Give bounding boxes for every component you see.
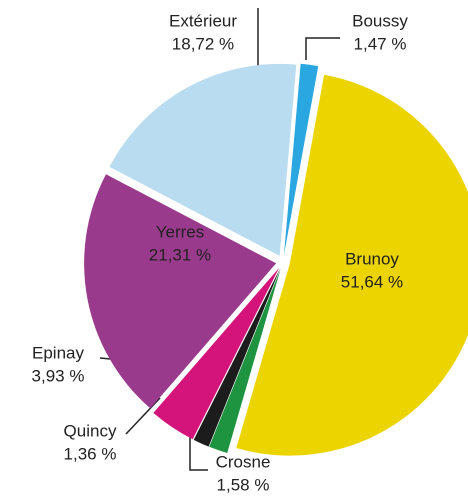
slice-label: Boussy (352, 11, 408, 30)
slice-label: Quincy (64, 421, 117, 440)
slice-label: Yerres (156, 222, 205, 241)
leader-line (305, 37, 340, 60)
slice-label: Brunoy (345, 249, 399, 268)
slice-value-label: 1,47 % (354, 34, 407, 53)
slice-value-label: 1,58 % (217, 475, 270, 494)
slice-value-label: 3,93 % (32, 366, 85, 385)
slice-value-label: 51,64 % (341, 272, 403, 291)
pie-slice (209, 268, 281, 454)
pie-slice (109, 63, 297, 256)
slice-label: Epinay (32, 343, 84, 362)
slice-value-label: 21,31 % (149, 245, 211, 264)
leader-line (125, 397, 161, 435)
pie-slice (153, 267, 280, 440)
pie-slice (283, 63, 319, 256)
pie-slice (84, 174, 277, 409)
slice-value-label: 1,36 % (64, 444, 117, 463)
slice-label: Crosne (216, 452, 271, 471)
pie-slice (236, 74, 468, 456)
pie-slice (193, 268, 281, 447)
slice-value-label: 18,72 % (172, 34, 234, 53)
slice-label: Extérieur (169, 11, 237, 30)
